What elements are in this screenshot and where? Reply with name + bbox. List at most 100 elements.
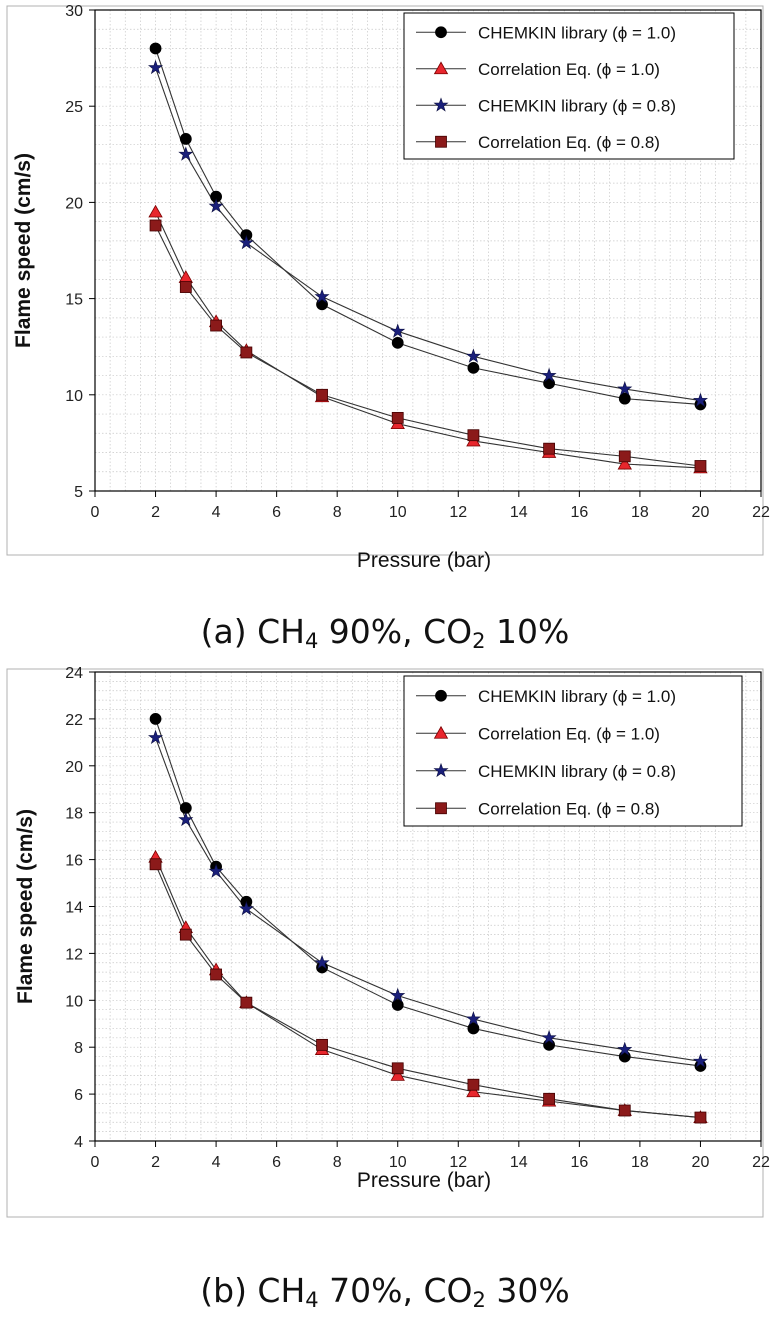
chart-a-xtick-label: 12 [449, 504, 467, 521]
caption-b-text-1: (b) CH [200, 1271, 306, 1310]
chart-a-point-star [541, 367, 557, 382]
chart-a-point-triangle [617, 456, 632, 470]
chart-b-point-star [148, 729, 164, 745]
chart-a-xtick-label: 20 [692, 504, 710, 521]
chart-b-legend-label: CHEMKIN library (ϕ = 0.8) [478, 762, 676, 781]
chart-a: 0 2 4 6 8 10 12 14 16 18 20 22 5 10 15 20 25 30 Pressure (… [6, 3, 770, 572]
chart-a-ytick-label: 25 [65, 99, 83, 116]
chart-b-point-circle [618, 1050, 631, 1063]
chart-a-xtick-label: 2 [151, 504, 160, 521]
chart-b-point-square [694, 1111, 707, 1124]
chart-b-point-star [390, 987, 406, 1003]
caption-b-subscript-1: 4 [305, 1288, 319, 1312]
chart-a-legend-marker-circle [435, 26, 447, 39]
chart-a-point-star [465, 348, 481, 363]
chart-b: 0 2 4 6 8 10 12 14 16 18 20 224681012141618202224Pr… [6, 665, 770, 1218]
chart-b-point-square [179, 928, 192, 941]
chart-b-ytick-label: 6 [74, 1087, 83, 1104]
chart-b-ytick-label: 22 [65, 712, 83, 729]
chart-b-xtick-label: 18 [631, 1154, 649, 1171]
chart-a-point-star [178, 146, 194, 161]
chart-b-point-circle [467, 1022, 480, 1035]
chart-a-legend-label: CHEMKIN library (ϕ = 0.8) [478, 96, 676, 115]
chart-a-point-square [240, 346, 253, 359]
chart-b-xtick-label: 8 [333, 1154, 342, 1171]
chart-a-point-square [467, 429, 480, 442]
chart-a-xtick-label: 10 [389, 504, 407, 521]
chart-a-legend-marker-square [435, 135, 447, 148]
chart-b-ytick-label: 24 [65, 665, 83, 682]
chart-a-xtick-label: 22 [752, 504, 770, 521]
panel-a-caption: (a) CH4 90%, CO2 10% [0, 612, 770, 653]
chart-b-ytick-label: 14 [65, 900, 83, 917]
chart-a-series-line-4 [155, 225, 701, 467]
chart-a-point-star [692, 392, 708, 407]
chart-a-point-star [617, 381, 633, 396]
chart-b-xtick-label: 16 [570, 1154, 588, 1171]
chart-b-ytick-label: 8 [74, 1040, 83, 1057]
chart-b-point-square [543, 1092, 555, 1105]
chart-a-ytick-label: 15 [65, 292, 83, 309]
caption-a-text-3: 10% [485, 612, 570, 651]
chart-b-xtick-label: 10 [389, 1154, 407, 1171]
chart-b-series-line-2 [155, 857, 701, 1119]
chart-a-point-square [179, 281, 192, 293]
chart-b-legend-label: Correlation Eq. (ϕ = 1.0) [478, 724, 660, 743]
chart-a-point-square [391, 411, 404, 424]
chart-a-series-line-3 [155, 67, 701, 402]
chart-a-point-circle [618, 392, 631, 405]
chart-b-point-triangle [390, 1068, 405, 1081]
chart-b-ytick-label: 10 [65, 993, 83, 1010]
chart-b-xtick-label: 20 [692, 1154, 710, 1171]
chart-b-series-markers-3 [148, 729, 708, 1068]
chart-a-point-circle [179, 133, 192, 145]
chart-b-series-line-3 [155, 737, 701, 1062]
chart-b-ytick-label: 12 [65, 946, 83, 963]
chart-a-ytick-label: 20 [65, 195, 83, 212]
chart-a-ytick-label: 10 [65, 388, 83, 405]
chart-b-point-star [314, 954, 330, 970]
caption-a-subscript-2: 2 [472, 629, 486, 653]
chart-b-xlabel: Pressure (bar) [357, 1169, 491, 1192]
chart-b-xtick-label: 12 [449, 1154, 467, 1171]
chart-b-series-line-1 [155, 718, 701, 1067]
chart-a-legend: CHEMKIN library (ϕ = 1.0) Correlation Eq.… [403, 12, 735, 160]
chart-b-point-circle [391, 999, 404, 1011]
chart-b-point-star [178, 811, 194, 827]
chart-b-ytick-label: 16 [65, 853, 83, 870]
chart-b-point-star [541, 1029, 557, 1045]
chart-b-point-star [617, 1041, 633, 1056]
chart-b-legend: CHEMKIN library (ϕ = 1.0) Correlation Eq.… [403, 675, 743, 827]
chart-a-xtick-label: 0 [91, 504, 100, 521]
chart-b-xtick-label: 0 [91, 1154, 100, 1171]
chart-a-point-star [208, 198, 224, 213]
chart-b-ytick-label: 20 [65, 759, 83, 776]
chart-b-point-square [240, 996, 253, 1009]
chart-a-ylabel: Flame speed (cm/s) [12, 153, 35, 348]
chart-b-point-star [692, 1053, 708, 1068]
chart-b-legend-label: CHEMKIN library (ϕ = 1.0) [478, 687, 676, 706]
chart-b-point-circle [543, 1038, 555, 1051]
chart-b-xtick-label: 2 [151, 1154, 160, 1171]
chart-b-xtick-label: 6 [272, 1154, 281, 1171]
chart-a-xlabel: Pressure (bar) [357, 549, 491, 572]
chart-b-legend-marker-circle [435, 689, 447, 702]
chart-b-legend-label: Correlation Eq. (ϕ = 0.8) [478, 799, 660, 818]
chart-a-point-square [316, 388, 328, 401]
chart-a-point-circle [149, 42, 162, 55]
chart-b-ytick-label: 4 [74, 1134, 83, 1151]
chart-a-xtick-label: 14 [510, 504, 528, 521]
chart-b-legend-marker-square [435, 802, 447, 815]
chart-a-point-circle [391, 336, 404, 349]
chart-a-series-line-1 [155, 48, 701, 405]
chart-b-legend-marker-star [433, 762, 449, 778]
chart-b-xtick-label: 4 [212, 1154, 221, 1171]
chart-b-point-circle [149, 713, 162, 725]
chart-b-point-square [618, 1104, 631, 1117]
chart-a-legend-marker-star [433, 97, 449, 112]
chart-b-point-triangle [466, 1084, 481, 1098]
chart-b-xtick-label: 22 [752, 1154, 770, 1171]
chart-a-legend-box [403, 12, 735, 160]
chart-a-xtick-label: 8 [333, 504, 342, 521]
